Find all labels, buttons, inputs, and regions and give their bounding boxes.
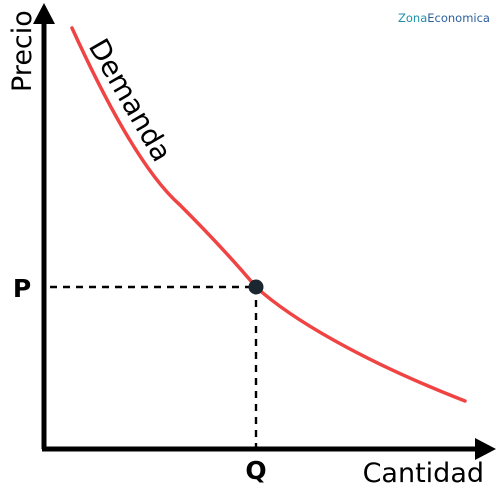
quantity-label: Q bbox=[245, 456, 266, 485]
price-label: P bbox=[13, 274, 31, 303]
brand-logo-part2: Economica bbox=[427, 11, 490, 25]
y-axis-label: Precio bbox=[7, 10, 38, 92]
demand-curve bbox=[70, 26, 467, 403]
brand-logo-part1: Zona bbox=[398, 11, 427, 25]
y-axis-arrow bbox=[33, 3, 55, 24]
brand-logo: ZonaEconomica bbox=[398, 11, 490, 25]
x-axis-arrow bbox=[475, 438, 496, 460]
demand-curve-label: Demanda bbox=[82, 33, 179, 167]
x-axis-label: Cantidad bbox=[363, 458, 484, 489]
equilibrium-point bbox=[248, 279, 264, 295]
